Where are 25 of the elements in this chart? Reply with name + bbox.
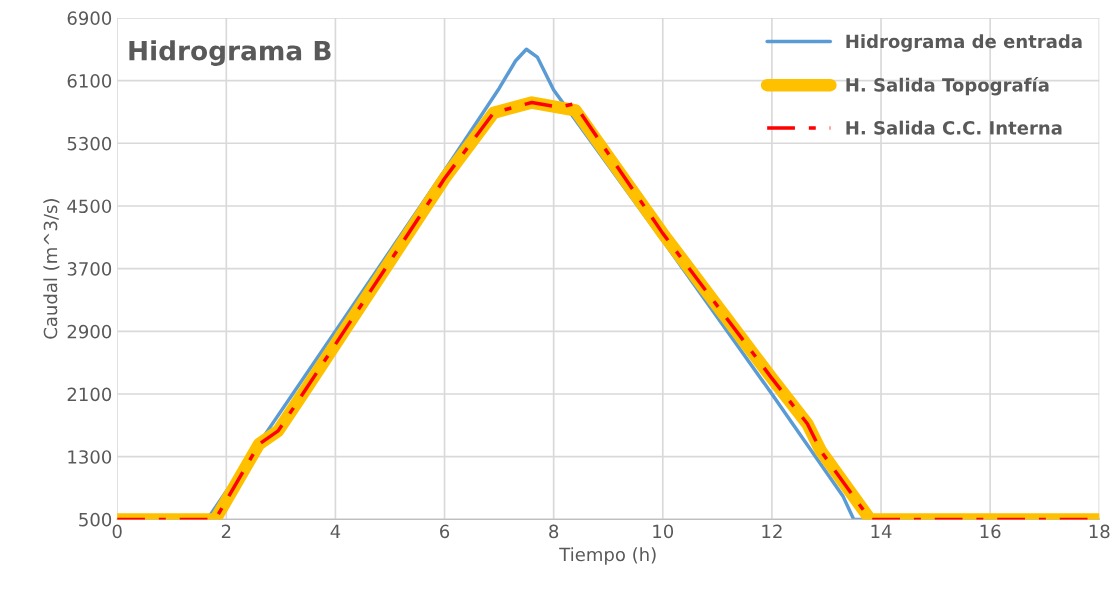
x-tick-label: 2 — [221, 524, 231, 538]
x-tick-label: 10 — [653, 524, 674, 539]
y-tick-label: 6100 — [67, 74, 112, 88]
y-tick-label: 500 — [79, 512, 112, 527]
legend-label: Hidrograma de entrada — [846, 34, 1082, 52]
y-tick-label: 5300 — [67, 136, 112, 151]
x-tick-label: 6 — [440, 524, 450, 539]
text: Hidrograma B — [129, 40, 331, 66]
y-tick-label: 6900 — [67, 11, 112, 26]
x-tick-label: 12 — [762, 524, 782, 538]
x-tick-label: 4 — [330, 524, 341, 538]
y-tick-label: 3700 — [67, 262, 112, 276]
x-tick-label: 0 — [112, 524, 122, 539]
legend-label: H. Salida C.C. Interna — [846, 120, 1062, 135]
y-tick-label: 2100 — [67, 387, 112, 402]
x-tick-label: 18 — [1089, 524, 1110, 539]
legend-label: H. Salida Topografía — [846, 77, 1049, 96]
x-tick-label: 8 — [549, 524, 559, 539]
x-tick-label: 14 — [871, 524, 892, 538]
y-tick-label: 1300 — [68, 450, 112, 464]
y-axis-title: Caudal (m^3/s) — [43, 199, 60, 339]
y-tick-label: 4500 — [67, 199, 112, 214]
x-tick-label: 16 — [980, 524, 1001, 539]
y-tick-label: 2900 — [67, 324, 112, 339]
x-axis-title: Tiempo (h) — [559, 547, 656, 565]
